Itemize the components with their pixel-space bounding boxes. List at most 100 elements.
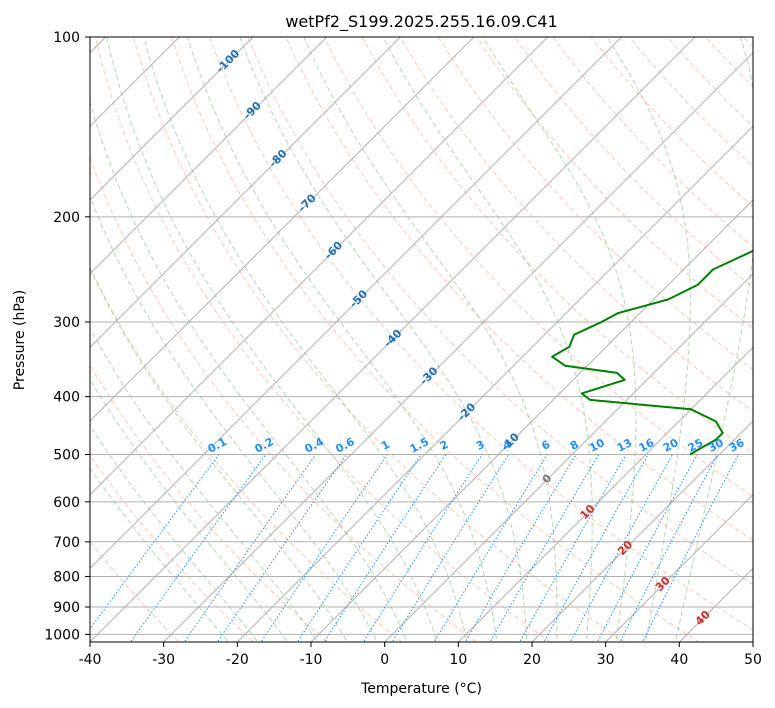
mixing-ratio-label: 3 — [474, 438, 487, 453]
moist-adiabat-line — [186, 37, 498, 642]
moist-adiabat-line — [482, 37, 637, 642]
y-tick-label: 700 — [53, 535, 80, 551]
mixing-ratio-label: 25 — [686, 436, 706, 455]
moist-adiabat-line — [90, 378, 289, 642]
mixing-ratio-label: 0.4 — [303, 435, 327, 456]
mixing-ratio-label: 30 — [706, 436, 726, 455]
y-tick-label: 800 — [53, 569, 80, 585]
moist-adiabat-line — [239, 37, 528, 642]
dry-adiabat-line — [437, 37, 753, 371]
moist-adiabat-line — [106, 37, 438, 642]
isotherm-gridline — [90, 37, 401, 349]
dry-adiabats — [90, 37, 753, 642]
mixing-ratio-line — [129, 454, 267, 642]
mixing-ratio-label: 10 — [587, 436, 607, 455]
mixing-ratio-line — [391, 454, 510, 642]
x-tick-label: -20 — [226, 652, 249, 668]
moist-adiabat-line — [303, 37, 558, 642]
isotherm-gridline — [90, 37, 328, 275]
mixing-ratio-label: 16 — [637, 436, 657, 455]
mixing-ratio-lines — [90, 454, 739, 642]
dry-adiabat-line — [666, 37, 753, 128]
y-tick-label: 300 — [53, 315, 80, 331]
y-tick-label: 900 — [53, 600, 80, 616]
isotherm-gridline — [457, 346, 753, 642]
mixing-ratio-line — [260, 454, 388, 642]
x-tick-label: -30 — [152, 652, 175, 668]
mixing-ratio-label: 6 — [539, 438, 552, 453]
x-tick-label: -10 — [300, 652, 323, 668]
moist-adiabat-line — [90, 267, 348, 642]
isotherm-gridline — [752, 641, 753, 642]
y-tick-label: 1000 — [44, 627, 80, 643]
mixing-ratio-line — [619, 454, 719, 642]
isotherm-gridline — [90, 37, 696, 642]
temperature-profile-line — [764, 37, 775, 455]
x-axis-label: Temperature (°C) — [360, 681, 482, 697]
moist-adiabat-line — [90, 424, 259, 642]
mixing-ratio-line — [90, 454, 220, 630]
isotherm-gridline — [90, 37, 622, 570]
mixing-ratio-label: 2 — [438, 438, 451, 453]
isotherm-gridline — [531, 420, 753, 642]
mixing-ratio-label: 8 — [568, 438, 581, 453]
y-tick-label: 500 — [53, 448, 80, 464]
dry-adiabat-line — [247, 37, 753, 586]
moist-adiabat-line — [90, 467, 229, 642]
x-tick-label: 10 — [449, 652, 467, 668]
mixing-ratio-label: 0.1 — [206, 435, 229, 456]
dry-adiabat-line — [94, 37, 552, 642]
isotherm-gridline — [310, 199, 753, 642]
mixing-ratio-line — [596, 454, 698, 642]
x-tick-label: 40 — [670, 652, 688, 668]
isotherm-gridline — [163, 51, 753, 642]
y-tick-label: 400 — [53, 390, 80, 406]
mixing-ratio-label: 1.5 — [408, 435, 431, 456]
moist-adiabat-line — [674, 37, 753, 642]
moist-adiabat-line — [143, 37, 468, 642]
mixing-ratio-line — [323, 454, 447, 642]
moist-adiabat-line — [90, 99, 408, 642]
dry-adiabat-line — [399, 37, 753, 413]
y-tick-label: 100 — [53, 30, 80, 46]
y-axis-label: Pressure (hPa) — [12, 290, 28, 390]
mixing-ratio-line — [569, 454, 673, 642]
moist-adiabat-line — [382, 37, 593, 642]
dry-adiabat-line — [90, 155, 477, 642]
mixing-ratio-line — [216, 454, 348, 642]
moist-adiabat-line — [606, 37, 691, 642]
y-axis: 100 200 300 400 500 600 700 800 900 1000 — [44, 30, 90, 643]
mixing-ratio-line — [642, 454, 739, 642]
moist-adiabats — [90, 37, 753, 642]
dry-adiabat-line — [514, 37, 753, 289]
isotherm-gridline — [678, 567, 753, 642]
isotherm-gridlines — [90, 37, 753, 642]
dry-adiabat-line — [743, 37, 753, 48]
mixing-ratio-line — [296, 454, 422, 642]
mixing-ratio-label: 20 — [661, 436, 681, 455]
isotherm-gridline — [605, 493, 753, 642]
chart-title: wetPf2_S199.2025.255.16.09.C41 — [285, 12, 557, 32]
dry-adiabat-line — [171, 37, 700, 642]
isotherm-label: -80 — [266, 147, 289, 170]
dry-adiabat-line — [132, 37, 626, 642]
isotherm-gridline — [90, 37, 254, 201]
dewpoint-profile-line — [551, 249, 753, 456]
mixing-ratio-label: 13 — [615, 436, 635, 455]
dry-adiabat-line — [323, 37, 753, 498]
mixing-ratio-line — [489, 454, 600, 642]
x-axis: -40 -30 -20 -10 0 10 20 30 40 50 — [79, 642, 762, 668]
plot-area: -100-90-80-70-60-50-40-30-20-10010203040… — [90, 37, 775, 642]
mixing-ratio-line — [464, 454, 577, 642]
isotherm-label: 10 — [578, 502, 598, 522]
isotherm-gridline — [236, 125, 753, 642]
moist-adiabat-line — [90, 195, 378, 642]
y-tick-label: 200 — [53, 210, 80, 226]
profile-lines — [551, 37, 775, 456]
isotherm-label: 0 — [540, 471, 555, 486]
x-tick-label: 20 — [523, 652, 541, 668]
isotherm-gridline — [90, 37, 549, 496]
mixing-ratio-label: 36 — [727, 436, 747, 455]
x-tick-label: -40 — [79, 652, 102, 668]
